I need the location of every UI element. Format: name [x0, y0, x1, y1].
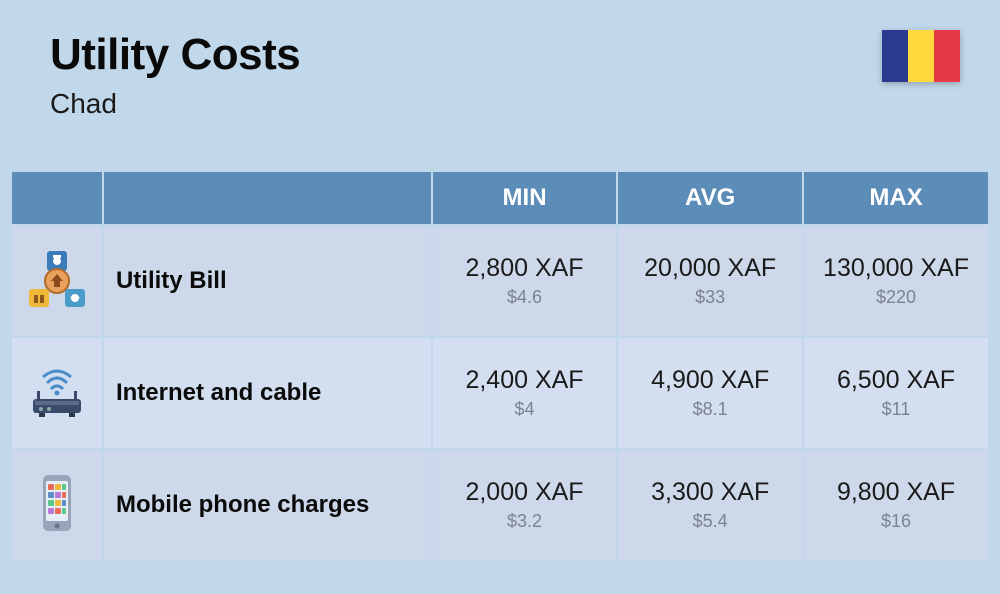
cell-max: 130,000 XAF $220: [804, 226, 988, 336]
row-name: Mobile phone charges: [104, 450, 431, 560]
cost-table: MIN AVG MAX Utility Bill 2,800 XAF: [10, 170, 990, 562]
table-row: Mobile phone charges 2,000 XAF $3.2 3,30…: [12, 450, 988, 560]
router-icon: [25, 359, 89, 423]
cell-max: 6,500 XAF $11: [804, 338, 988, 448]
value-secondary: $3.2: [445, 511, 605, 532]
value-secondary: $8.1: [630, 399, 790, 420]
flag-stripe-blue: [882, 30, 908, 82]
col-max: MAX: [804, 172, 988, 224]
row-icon-cell: [12, 450, 102, 560]
value-secondary: $220: [816, 287, 976, 308]
row-name: Internet and cable: [104, 338, 431, 448]
page-title: Utility Costs: [50, 30, 300, 80]
table-row: Internet and cable 2,400 XAF $4 4,900 XA…: [12, 338, 988, 448]
cell-avg: 20,000 XAF $33: [618, 226, 802, 336]
value-primary: 9,800 XAF: [816, 478, 976, 507]
title-block: Utility Costs Chad: [50, 30, 300, 120]
header: Utility Costs Chad: [0, 0, 1000, 150]
value-secondary: $16: [816, 511, 976, 532]
cell-min: 2,800 XAF $4.6: [433, 226, 617, 336]
col-name: [104, 172, 431, 224]
value-primary: 3,300 XAF: [630, 478, 790, 507]
table-header-row: MIN AVG MAX: [12, 172, 988, 224]
table-row: Utility Bill 2,800 XAF $4.6 20,000 XAF $…: [12, 226, 988, 336]
country-flag: [882, 30, 960, 82]
row-icon-cell: [12, 226, 102, 336]
cell-min: 2,400 XAF $4: [433, 338, 617, 448]
row-icon-cell: [12, 338, 102, 448]
flag-stripe-yellow: [908, 30, 934, 82]
value-primary: 6,500 XAF: [816, 366, 976, 395]
value-secondary: $4.6: [445, 287, 605, 308]
cell-avg: 3,300 XAF $5.4: [618, 450, 802, 560]
value-primary: 130,000 XAF: [816, 254, 976, 283]
row-name: Utility Bill: [104, 226, 431, 336]
page-subtitle: Chad: [50, 88, 300, 120]
col-avg: AVG: [618, 172, 802, 224]
value-secondary: $4: [445, 399, 605, 420]
value-primary: 2,800 XAF: [445, 254, 605, 283]
value-secondary: $11: [816, 399, 976, 420]
col-min: MIN: [433, 172, 617, 224]
utility-icon: [25, 247, 89, 311]
col-icon: [12, 172, 102, 224]
flag-stripe-red: [934, 30, 960, 82]
cell-min: 2,000 XAF $3.2: [433, 450, 617, 560]
cell-max: 9,800 XAF $16: [804, 450, 988, 560]
value-primary: 4,900 XAF: [630, 366, 790, 395]
value-primary: 2,000 XAF: [445, 478, 605, 507]
value-primary: 2,400 XAF: [445, 366, 605, 395]
value-secondary: $33: [630, 287, 790, 308]
phone-icon: [25, 471, 89, 535]
value-secondary: $5.4: [630, 511, 790, 532]
cell-avg: 4,900 XAF $8.1: [618, 338, 802, 448]
value-primary: 20,000 XAF: [630, 254, 790, 283]
